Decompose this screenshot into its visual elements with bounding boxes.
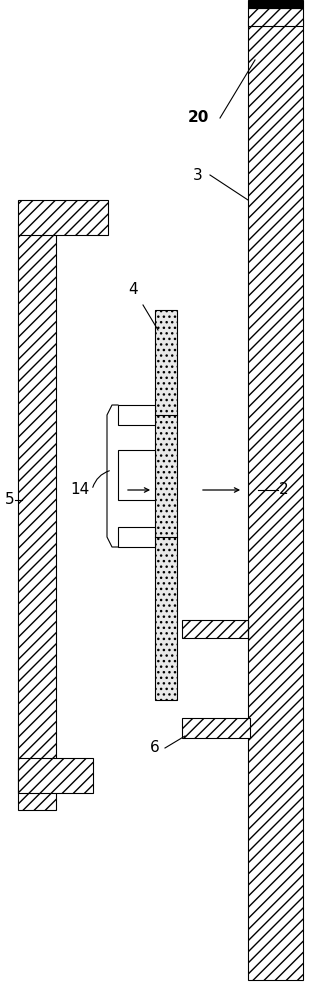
Text: 5: 5 xyxy=(5,492,15,508)
Bar xyxy=(248,8,303,26)
Text: 3: 3 xyxy=(193,167,203,182)
Text: 14: 14 xyxy=(70,483,90,497)
Bar xyxy=(18,200,108,235)
Bar xyxy=(18,230,56,810)
Bar xyxy=(182,718,250,738)
Text: 2: 2 xyxy=(279,483,289,497)
Bar xyxy=(118,405,155,425)
Bar xyxy=(118,450,155,500)
Bar xyxy=(155,310,177,700)
Bar xyxy=(182,620,248,638)
Bar xyxy=(248,0,303,8)
Bar xyxy=(18,758,93,793)
Text: 4: 4 xyxy=(128,282,138,298)
Text: 20: 20 xyxy=(187,110,209,125)
Text: 6: 6 xyxy=(150,740,160,756)
Bar xyxy=(118,527,155,547)
Bar xyxy=(248,20,303,980)
